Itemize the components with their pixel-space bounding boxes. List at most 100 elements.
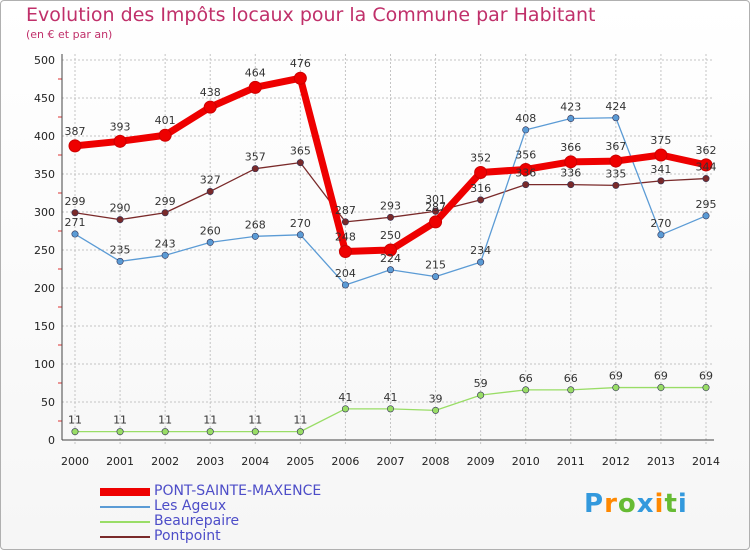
legend-swatch [100, 506, 150, 508]
data-point [116, 216, 124, 224]
data-point [567, 115, 575, 123]
data-point [477, 391, 485, 399]
data-point [519, 162, 533, 176]
data-point [116, 257, 124, 265]
data-label: 66 [564, 372, 578, 385]
y-tick-label: 0 [48, 434, 55, 447]
data-label: 387 [65, 125, 86, 138]
y-tick-label: 400 [34, 130, 55, 143]
data-label: 248 [335, 231, 356, 244]
data-label: 295 [696, 198, 717, 211]
x-tick-label: 2005 [286, 455, 314, 468]
data-point [384, 243, 397, 257]
data-label: 287 [335, 204, 356, 217]
data-point [293, 71, 307, 85]
data-label: 367 [605, 140, 626, 153]
data-label: 287 [425, 201, 446, 214]
x-tick-label: 2001 [106, 455, 134, 468]
data-label: 268 [245, 218, 266, 231]
logo-letter: P [584, 489, 605, 519]
logo-letter: i [677, 489, 688, 519]
data-label: 423 [560, 101, 581, 114]
data-point [702, 175, 710, 183]
data-label: 341 [650, 163, 671, 176]
data-label: 11 [203, 414, 217, 427]
data-label: 235 [110, 243, 131, 256]
data-point [248, 80, 262, 94]
x-tick-label: 2000 [61, 455, 89, 468]
y-tick-label: 350 [34, 168, 55, 181]
data-point [341, 281, 349, 289]
y-tick-label: 450 [34, 92, 55, 105]
data-label: 375 [650, 134, 671, 147]
chart-title: Evolution des Impôts locaux pour la Comm… [26, 4, 596, 26]
data-point [657, 384, 665, 392]
data-label: 271 [65, 216, 86, 229]
x-tick-label: 2007 [377, 455, 405, 468]
data-point [477, 196, 485, 204]
y-tick-label: 300 [34, 206, 55, 219]
data-point [657, 177, 665, 185]
y-tick-label: 200 [34, 282, 55, 295]
data-point [522, 126, 530, 134]
x-tick-label: 2014 [692, 455, 720, 468]
data-point [71, 230, 79, 238]
y-tick-label: 250 [34, 244, 55, 257]
data-point [612, 181, 620, 189]
data-point [251, 165, 259, 173]
data-point [206, 428, 214, 436]
data-label: 69 [699, 370, 713, 383]
x-tick-label: 2002 [151, 455, 179, 468]
data-label: 41 [384, 391, 398, 404]
data-point [567, 181, 575, 189]
x-tick-label: 2009 [467, 455, 495, 468]
data-label: 11 [248, 414, 262, 427]
x-tick-label: 2006 [331, 455, 359, 468]
proxiti-logo: Proxiti [584, 489, 688, 519]
data-point [116, 428, 124, 436]
logo-letter: x [636, 489, 655, 519]
data-label: 356 [515, 148, 536, 161]
data-point [161, 209, 169, 217]
data-point [432, 406, 440, 414]
data-label: 365 [290, 145, 311, 158]
x-tick-label: 2012 [602, 455, 630, 468]
series-layer [68, 71, 713, 436]
data-label: 11 [158, 414, 172, 427]
x-tick-label: 2008 [422, 455, 450, 468]
data-label: 204 [335, 267, 356, 280]
logo-letter: t [664, 489, 678, 519]
data-point [609, 154, 623, 168]
data-label: 234 [470, 244, 491, 257]
data-label: 69 [609, 370, 623, 383]
data-point [296, 231, 304, 239]
data-point [699, 158, 713, 172]
data-point [429, 215, 443, 229]
data-point [341, 218, 349, 226]
data-point [68, 139, 82, 153]
y-tick-label: 150 [34, 320, 55, 333]
data-label: 270 [650, 217, 671, 230]
data-label: 59 [474, 377, 488, 390]
data-label: 243 [155, 237, 176, 250]
data-label: 250 [380, 229, 401, 242]
data-point [474, 165, 488, 179]
legend-label: Les Ageux [154, 498, 227, 514]
chart-subtitle: (en € et par an) [26, 28, 113, 41]
data-label: 393 [110, 120, 131, 133]
data-label: 336 [515, 167, 536, 180]
data-point [654, 148, 668, 162]
data-label: 424 [605, 100, 626, 113]
legend-label: Pontpoint [154, 528, 221, 544]
data-point [477, 258, 485, 266]
data-label: 408 [515, 112, 536, 125]
data-point [567, 386, 575, 394]
data-point [612, 384, 620, 392]
y-tick-label: 100 [34, 358, 55, 371]
data-point [432, 273, 440, 281]
data-point [522, 386, 530, 394]
data-point [71, 428, 79, 436]
data-label: 69 [654, 370, 668, 383]
data-label: 11 [113, 414, 127, 427]
data-point [702, 212, 710, 220]
